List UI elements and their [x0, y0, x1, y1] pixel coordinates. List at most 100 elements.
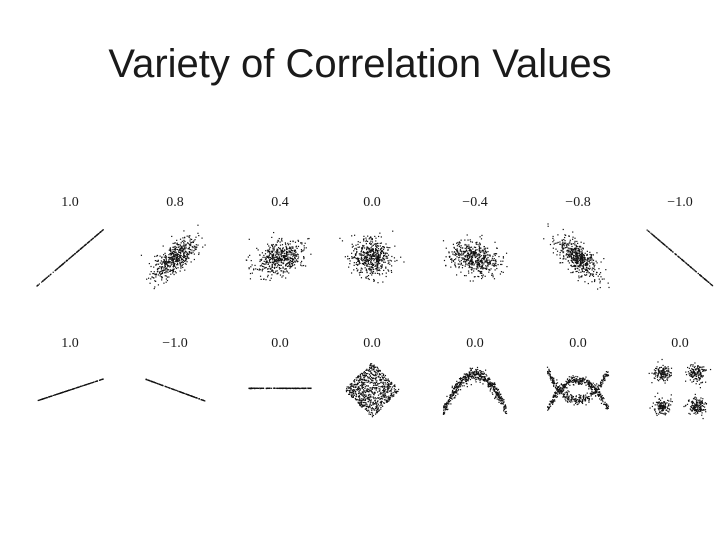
- scatter-point: [570, 271, 572, 274]
- scatter-point: [452, 253, 454, 255]
- scatter-point: [181, 246, 183, 248]
- scatter-point: [271, 255, 273, 257]
- scatter-point: [477, 261, 479, 264]
- scatter-point: [299, 388, 301, 390]
- scatter-point: [504, 404, 506, 406]
- scatter-point: [379, 388, 381, 390]
- scatter-point: [369, 256, 371, 258]
- scatter-point: [184, 256, 186, 259]
- scatter-point: [84, 384, 86, 386]
- scatter-point: [263, 263, 265, 265]
- scatter-point: [587, 396, 589, 398]
- scatter-point: [468, 255, 471, 257]
- scatter-point: [574, 398, 576, 400]
- scatter-point: [354, 379, 356, 381]
- scatter-point: [356, 379, 358, 381]
- scatter-point: [363, 399, 365, 401]
- scatter-point: [603, 376, 605, 378]
- scatter-point: [556, 396, 558, 398]
- scatter-point: [273, 387, 275, 389]
- scatter-point: [357, 382, 359, 385]
- scatter-point: [177, 258, 180, 260]
- scatter-point: [479, 264, 481, 266]
- scatter-point: [476, 259, 479, 262]
- scatter-point: [591, 274, 594, 276]
- scatter-point: [292, 264, 294, 266]
- scatter-point: [364, 399, 366, 402]
- scatter-point: [607, 407, 609, 409]
- scatter-point: [494, 253, 496, 255]
- scatter-point: [180, 266, 182, 268]
- scatter-point: [376, 402, 378, 404]
- scatter-point: [346, 386, 348, 388]
- scatter-point: [482, 268, 484, 270]
- scatter-point: [376, 411, 379, 413]
- scatter-point: [188, 248, 190, 250]
- scatter-point: [572, 381, 574, 383]
- scatter-point: [498, 396, 500, 398]
- scatter-point: [268, 254, 270, 256]
- scatter-point: [389, 396, 391, 399]
- scatter-point: [366, 398, 368, 400]
- scatter-point: [266, 256, 268, 258]
- scatter-point: [269, 246, 271, 249]
- scatter-point: [375, 409, 377, 411]
- scatter-point: [500, 403, 502, 405]
- scatter-point: [50, 395, 52, 397]
- scatter-point: [505, 412, 508, 415]
- scatter-point: [362, 374, 364, 376]
- scatter-point: [473, 371, 476, 373]
- scatter-point: [176, 260, 178, 262]
- scatter-point: [378, 263, 380, 265]
- scatter-point: [370, 412, 372, 414]
- scatter-point: [587, 260, 589, 262]
- scatter-point: [481, 265, 483, 267]
- scatter-point: [591, 269, 593, 271]
- scatter-point: [381, 273, 384, 275]
- scatter-point: [164, 264, 166, 267]
- scatter-point: [355, 263, 357, 266]
- scatter-point: [38, 283, 40, 285]
- scatter-point: [387, 384, 389, 386]
- scatter-point: [467, 264, 469, 266]
- scatter-point: [265, 266, 267, 269]
- scatter-point: [352, 395, 354, 398]
- scatter-point: [357, 376, 359, 378]
- scatter-point: [471, 251, 473, 253]
- scatter-point: [367, 260, 369, 262]
- scatter-point: [371, 367, 373, 369]
- scatter-point: [570, 396, 572, 398]
- scatter-point: [154, 382, 156, 384]
- scatter-point: [380, 396, 382, 398]
- scatter-point: [168, 254, 170, 256]
- scatter-point: [589, 259, 591, 261]
- scatter-point: [561, 239, 563, 241]
- scatter-point: [567, 399, 569, 401]
- scatter-point: [265, 257, 267, 259]
- scatter-point: [351, 252, 353, 254]
- scatter-point: [505, 406, 507, 408]
- scatter-point: [364, 251, 366, 254]
- scatter-point: [477, 275, 479, 278]
- scatter-point: [592, 385, 594, 387]
- scatter-point: [570, 253, 572, 255]
- scatter-point: [457, 385, 459, 387]
- scatter-point: [385, 275, 387, 278]
- scatter-point: [448, 400, 451, 403]
- scatter-point: [282, 248, 284, 250]
- scatter-point: [284, 387, 286, 389]
- scatter-point: [690, 266, 692, 268]
- scatter-point: [387, 260, 389, 262]
- scatter-point: [370, 389, 372, 391]
- scatter-point: [364, 375, 366, 377]
- scatter-point: [572, 258, 574, 260]
- scatter-point: [482, 371, 484, 373]
- scatter-point: [174, 248, 176, 250]
- scatter-point: [573, 258, 575, 260]
- scatter-point: [185, 244, 187, 246]
- scatter-point: [382, 260, 384, 262]
- scatter-point: [464, 255, 466, 257]
- scatter-point: [170, 256, 172, 258]
- scatter-point: [552, 235, 554, 238]
- scatter-point: [349, 385, 352, 387]
